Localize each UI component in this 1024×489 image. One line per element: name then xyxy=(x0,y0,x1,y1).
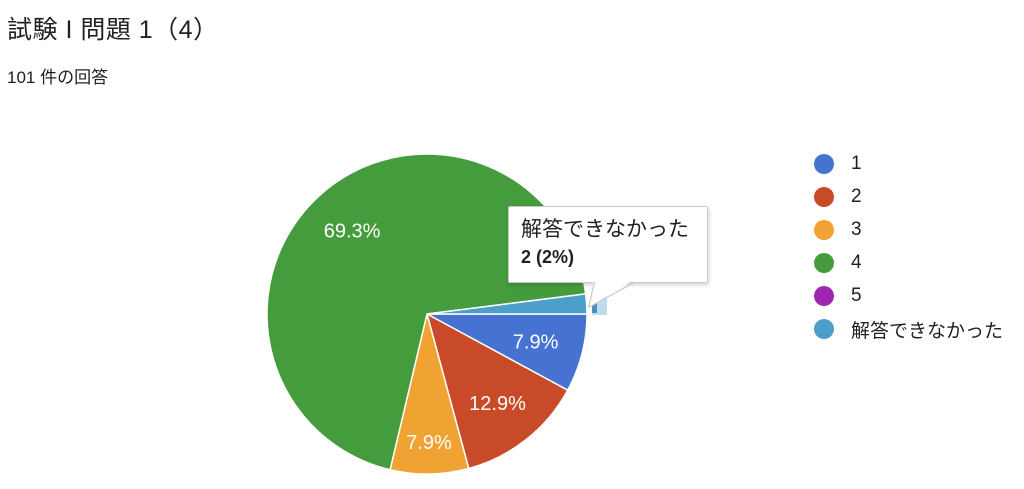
slice-percent-label: 69.3% xyxy=(324,221,381,243)
chart-legend: 1 2 3 4 5 解答できなかった xyxy=(814,153,1003,342)
tooltip-value: 2 (2%) xyxy=(521,247,575,267)
legend-dot-icon xyxy=(814,187,834,207)
response-count: 101 件の回答 xyxy=(7,68,109,87)
tooltip-pointer xyxy=(587,278,636,309)
legend-dot-icon xyxy=(814,220,834,240)
legend-item-2: 2 xyxy=(814,186,1003,207)
legend-dot-icon xyxy=(814,154,834,174)
legend-item-1: 1 xyxy=(814,153,1003,174)
tooltip-pointer-fill xyxy=(588,278,636,308)
legend-dot-icon xyxy=(814,319,834,339)
legend-label: 4 xyxy=(851,252,862,273)
question-title: 試験 I 問題 1（4） xyxy=(7,16,219,44)
legend-label: 解答できなかった xyxy=(851,320,1004,342)
legend-item-4: 4 xyxy=(814,252,1003,273)
pie-slice-解答できなかった[interactable] xyxy=(426,293,588,315)
legend-item-5: 5 xyxy=(814,285,1003,306)
legend-item-3: 3 xyxy=(814,219,1003,240)
pie-slice-2[interactable] xyxy=(425,312,569,470)
legend-item-解答できなかった: 解答できなかった xyxy=(814,319,1003,342)
legend-label: 5 xyxy=(851,285,862,306)
legend-label: 3 xyxy=(851,219,862,240)
tooltip-category: 解答できなかった xyxy=(521,218,689,241)
legend-dot-icon xyxy=(814,286,834,306)
slice-tooltip: 解答できなかった 2 (2%) xyxy=(508,206,708,283)
pie-slice-4[interactable] xyxy=(266,153,587,471)
legend-label: 2 xyxy=(851,186,862,207)
slice-percent-label: 12.9% xyxy=(469,393,526,415)
slice-percent-label: 7.9% xyxy=(513,332,559,354)
tooltip-pointer-edge xyxy=(587,281,596,308)
legend-label: 1 xyxy=(851,153,862,174)
slice-percent-label: 7.9% xyxy=(406,432,452,454)
legend-dot-icon xyxy=(814,253,834,273)
tooltip-pointer-edge xyxy=(588,281,636,309)
